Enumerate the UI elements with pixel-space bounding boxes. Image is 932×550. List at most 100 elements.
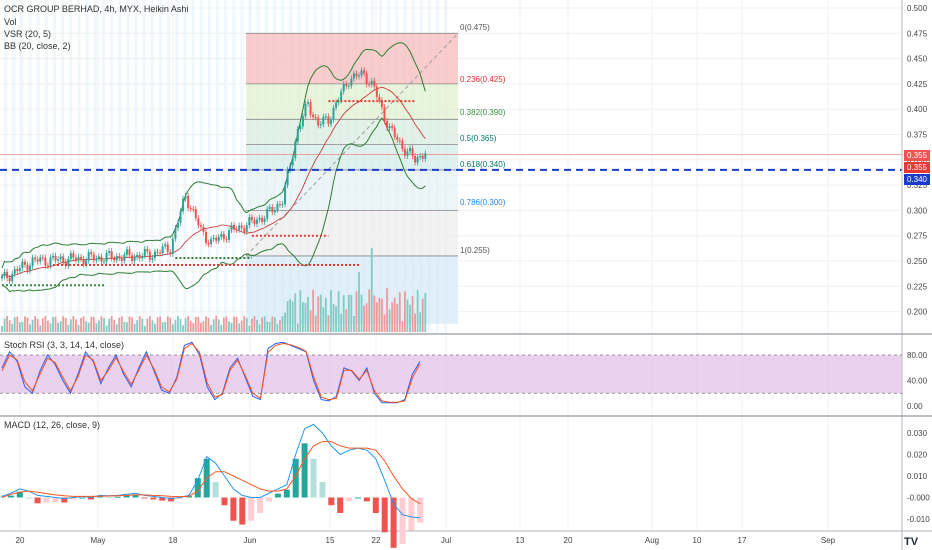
candle-body [197,218,200,226]
macd-histogram-bar [301,443,308,498]
volume-bar [337,290,340,332]
volume-bar [273,317,276,332]
macd-histogram-bar [372,497,379,513]
candle-body [113,258,116,261]
fib-level-0382: 0.382(0.390) [460,108,506,117]
candle-body [199,225,202,227]
tradingview-logo: TV [904,536,919,548]
candle-body [222,233,225,240]
fib-level-0618: 0.618(0.340) [460,160,506,169]
volume-bar [414,313,416,332]
candle-body [166,244,169,252]
candle-body [312,114,315,118]
volume-bar [115,324,118,332]
volume-bar [16,316,19,332]
candle-body [268,206,271,209]
volume-bar [340,313,343,332]
macd-signal-line [1,441,421,505]
candle-body [148,251,151,260]
macd-histogram-bar [194,478,201,498]
volume-bar [238,323,241,332]
volume-bar [235,317,238,332]
volume-bar [355,291,358,332]
candle-body [332,107,335,120]
candle-body [210,239,213,245]
volume-bar [34,316,37,332]
volume-bar [228,321,230,332]
bb-legend[interactable]: BB (20, close, 2) [4,41,71,51]
macd-histogram-bar [239,497,246,525]
candle-body [125,249,128,255]
candle-body [108,251,111,253]
volume-bar [189,320,192,332]
fib-zone [246,169,458,211]
candle-body [192,208,195,210]
candle-body [243,227,246,232]
macd-histogram-bar [381,497,388,533]
volume-bar [409,304,411,332]
volume-legend[interactable]: Vol [4,17,17,27]
macd-axis-tick: 0.010 [907,472,928,481]
candle-body [227,230,230,240]
volume-bar [353,315,355,332]
volume-bar [21,321,24,332]
symbol-title[interactable]: OCR GROUP BERHAD, 4h, MYX, Heikin Ashi [4,4,189,14]
volume-bar [220,324,223,332]
candle-body [398,140,401,142]
macd-legend[interactable]: MACD (12, 26, close, 9) [4,420,101,430]
macd-histogram-bar [346,497,353,502]
time-axis-tick: 10 [693,536,702,545]
volume-bar [120,316,123,332]
volume-bar [251,318,253,332]
fib-zone [246,210,458,256]
candle-body [115,256,118,261]
candle-body [401,140,404,149]
candle-body [307,102,309,104]
volume-bar [200,322,202,332]
volume-bar [18,322,21,332]
volume-bar [138,316,141,332]
macd-histogram-bar [390,497,397,548]
candle-body [36,259,39,262]
session-stripe [215,0,220,332]
macd-histogram-bar [363,497,370,502]
candle-body [276,204,279,211]
stoch-band [0,355,902,394]
session-stripe [28,0,32,332]
candle-body [67,258,70,267]
volume-bar [123,321,126,332]
candle-body [103,261,105,263]
macd-histogram-bar [221,497,228,506]
volume-bar [41,318,44,332]
volume-bar [345,309,348,332]
candle-body [319,124,322,126]
session-stripe [126,0,130,332]
session-stripe [183,0,187,332]
volume-bar [350,294,353,332]
macd-histogram-bar [266,497,272,502]
candle-body [411,148,414,156]
close-price-tag: 0.355 [904,162,930,173]
candle-body [92,254,95,261]
fib-level-0: 0(0.475) [460,23,490,32]
stoch-rsi-legend[interactable]: Stoch RSI (3, 3, 14, 14, close) [4,340,125,350]
candle-body [388,126,391,128]
candle-body [207,242,210,245]
volume-bar [210,324,212,332]
session-stripe [240,0,244,332]
macd-histogram-bar [177,497,183,500]
volume-bar [1,326,3,332]
volume-bar [156,317,159,332]
volume-bar [182,325,184,332]
candle-body [324,116,327,118]
volume-bar [302,302,304,332]
candle-body [406,151,409,156]
vsr-legend[interactable]: VSR (20, 5) [4,29,52,39]
volume-bar [296,323,299,332]
volume-bar [393,297,396,332]
macd-histogram-bar [185,495,192,498]
session-stripe [77,0,81,332]
volume-bar [166,316,169,332]
candle-body [39,257,42,262]
